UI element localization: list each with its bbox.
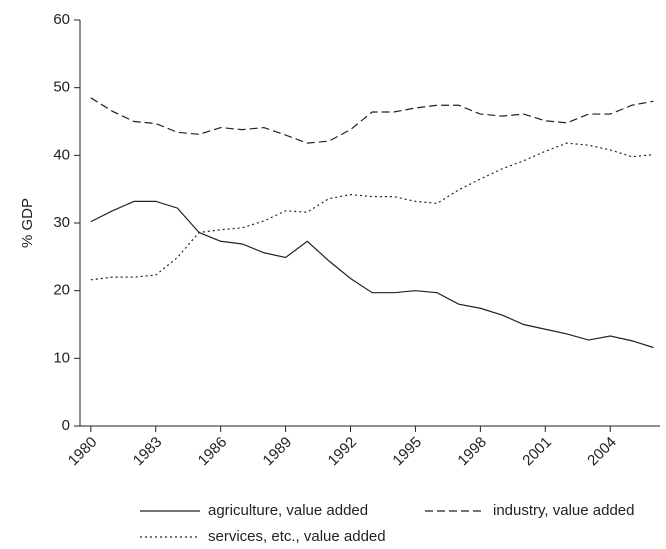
x-tick-label: 1995 [389, 434, 425, 470]
x-tick-label: 1998 [454, 434, 490, 470]
x-tick-label: 2001 [519, 434, 555, 470]
series-line [90, 200, 654, 349]
x-tick-label: 2004 [584, 434, 620, 470]
series-line [90, 97, 654, 144]
legend-label: industry, value added [493, 502, 634, 519]
legend-label: agriculture, value added [208, 502, 368, 519]
x-tick-label: 1992 [325, 434, 361, 470]
y-tick-label: 20 [53, 282, 70, 299]
y-tick-label: 50 [53, 79, 70, 96]
y-tick-label: 60 [53, 11, 70, 28]
series-line [90, 142, 654, 281]
y-tick-label: 10 [53, 349, 70, 366]
x-tick-label: 1983 [130, 434, 166, 470]
legend-label: services, etc., value added [208, 528, 386, 545]
y-axis-label: % GDP [19, 198, 36, 248]
x-tick-label: 1989 [260, 434, 296, 470]
y-tick-label: 0 [62, 417, 70, 434]
y-tick-label: 30 [53, 214, 70, 231]
x-tick-label: 1980 [65, 434, 101, 470]
x-tick-label: 1986 [195, 434, 231, 470]
y-tick-label: 40 [53, 146, 70, 163]
